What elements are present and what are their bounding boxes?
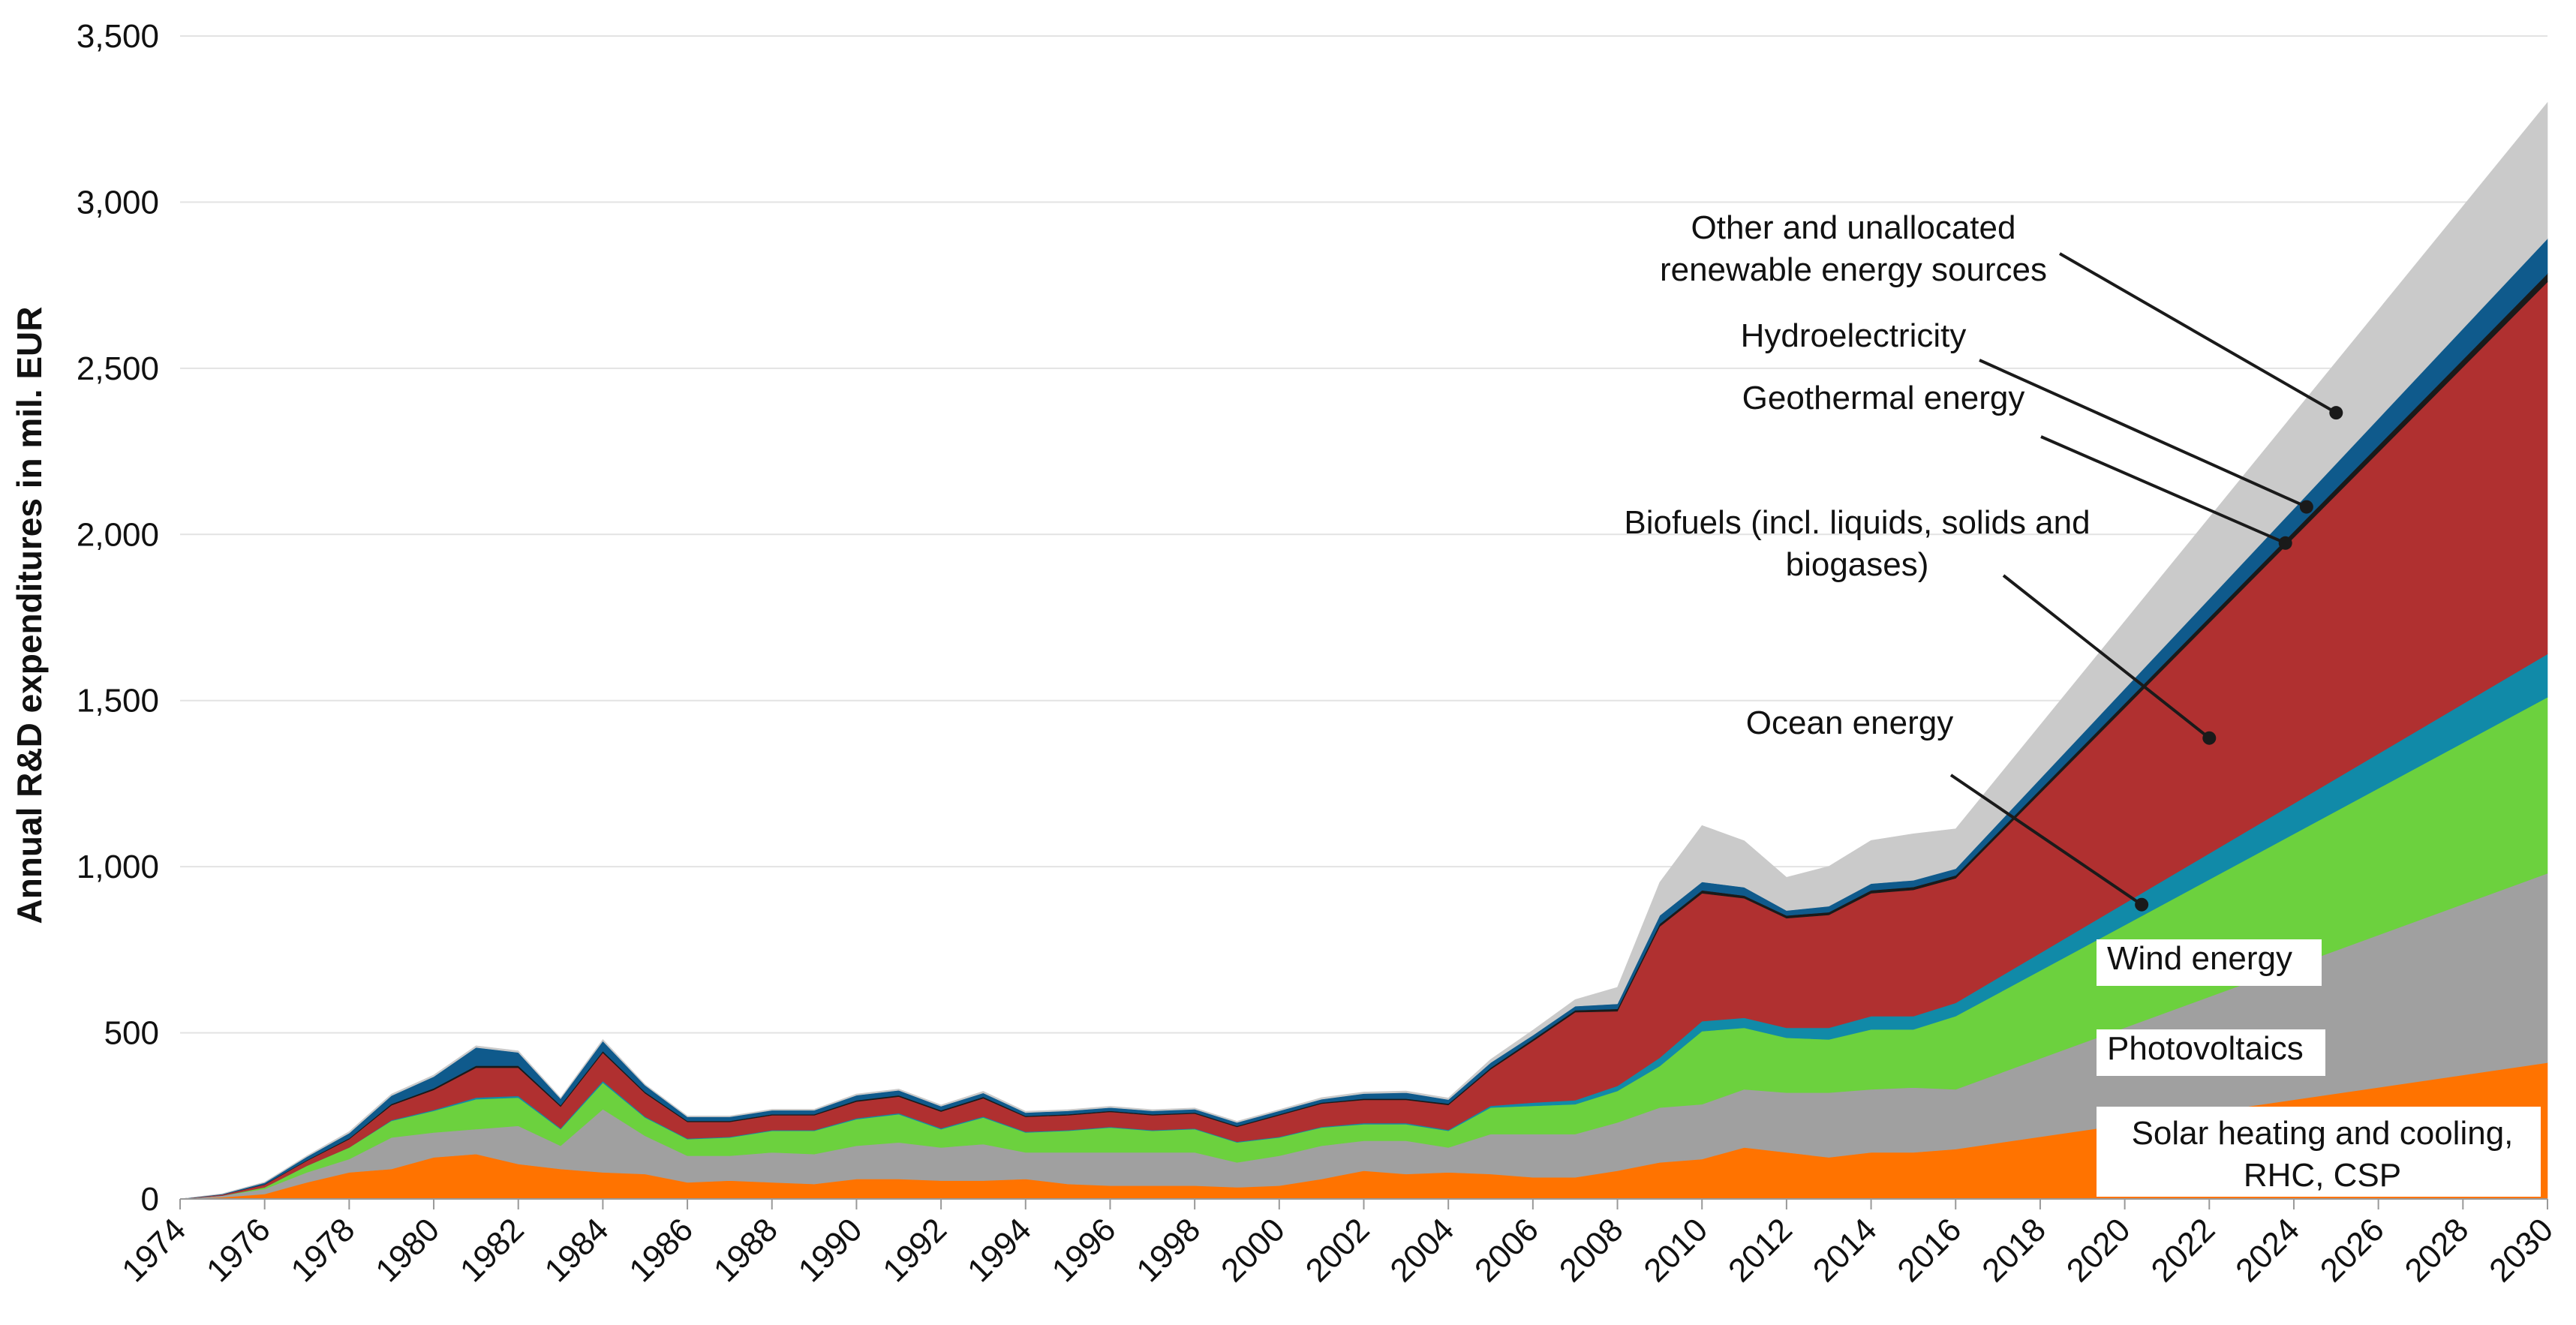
x-tick-label: 2026 xyxy=(2313,1211,2391,1289)
y-tick-label: 1,000 xyxy=(77,849,159,885)
x-tick-label: 1988 xyxy=(707,1211,785,1289)
leader-dot xyxy=(2278,536,2292,550)
x-tick-label: 1994 xyxy=(960,1211,1039,1289)
leader-line xyxy=(2040,435,2286,545)
leader-dot xyxy=(2299,500,2313,514)
x-tick-label: 2006 xyxy=(1468,1211,1546,1289)
x-tick-label: 1978 xyxy=(284,1211,362,1289)
leader-dot xyxy=(2135,897,2149,912)
leader-dot xyxy=(2202,731,2217,745)
x-tick-label: 2000 xyxy=(1214,1211,1292,1289)
x-tick-label: 1998 xyxy=(1129,1211,1207,1289)
leader-line xyxy=(1979,359,2307,509)
y-tick-label: 0 xyxy=(141,1181,159,1218)
x-tick-label: 2008 xyxy=(1553,1211,1631,1289)
annotation-geothermal-energy: Geothermal energy xyxy=(1742,380,2292,550)
area-other-and-unallocated-renewable-energy-sources xyxy=(179,101,2548,1200)
x-tick-label: 2024 xyxy=(2229,1211,2307,1289)
x-tick-label: 1992 xyxy=(876,1211,954,1289)
x-tick-label: 1986 xyxy=(622,1211,700,1289)
y-tick-label: 3,500 xyxy=(77,18,159,55)
x-tick-label: 1974 xyxy=(115,1211,193,1289)
x-tick-label: 2004 xyxy=(1383,1211,1461,1289)
annotations: Other and unallocated renewable energy so… xyxy=(1624,209,2541,1197)
y-tick-label: 500 xyxy=(104,1015,159,1052)
x-tick-label: 2028 xyxy=(2398,1211,2476,1289)
annotation-text: biogases) xyxy=(1786,546,1929,583)
annotation-other-and-unallocated-renewable-energy-sources: Other and unallocated renewable energy so… xyxy=(1660,209,2343,420)
x-tick-label: 1976 xyxy=(200,1211,278,1289)
annotation-text: Wind energy xyxy=(2107,940,2292,977)
leader-line xyxy=(2059,252,2337,414)
annotation-text: renewable energy sources xyxy=(1660,251,2047,288)
x-tick-label: 2016 xyxy=(1890,1211,1968,1289)
x-tick-label: 2018 xyxy=(1975,1211,2053,1289)
leader-line xyxy=(2002,574,2211,740)
annotation-text: Ocean energy xyxy=(1746,705,1953,741)
x-tick-label: 2022 xyxy=(2144,1211,2222,1289)
x-tick-label: 2002 xyxy=(1299,1211,1377,1289)
annotation-label-box xyxy=(2097,1029,2325,1076)
x-tick-label: 2030 xyxy=(2482,1211,2560,1289)
annotation-text: Hydroelectricity xyxy=(1741,317,1967,354)
x-tick-label: 2020 xyxy=(2060,1211,2138,1289)
x-tick-label: 2012 xyxy=(1721,1211,1799,1289)
annotation-text: Photovoltaics xyxy=(2107,1030,2304,1067)
y-tick-label: 2,000 xyxy=(77,516,159,553)
annotation-text: Geothermal energy xyxy=(1742,380,2025,416)
x-tick-label: 1980 xyxy=(368,1211,446,1289)
x-tick-label: 1984 xyxy=(538,1211,616,1289)
annotation-hydroelectricity: Hydroelectricity xyxy=(1741,317,2313,514)
annotation-text: Other and unallocated xyxy=(1691,209,2016,246)
annotation-label-box xyxy=(2097,1107,2541,1197)
annotation-photovoltaics: Photovoltaics xyxy=(2097,1029,2325,1076)
y-axis-title: Annual R&D expenditures in mil. EUR xyxy=(10,307,49,924)
annotation-biofuels-incl-liquids-solids-and-biogases: Biofuels (incl. liquids, solids and bioga… xyxy=(1624,504,2217,745)
x-tick-label: 2010 xyxy=(1637,1211,1715,1289)
leader-line xyxy=(1949,774,2143,906)
x-tick-label: 1996 xyxy=(1045,1211,1123,1289)
y-tick-label: 1,500 xyxy=(77,683,159,720)
y-tick-label: 3,000 xyxy=(77,184,159,221)
x-tick-label: 2014 xyxy=(1806,1211,1884,1289)
y-tick-label: 2,500 xyxy=(77,350,159,387)
leader-dot xyxy=(2329,406,2343,420)
annotation-ocean-energy: Ocean energy xyxy=(1746,705,2149,912)
annotation-wind-energy: Wind energy xyxy=(2097,939,2322,986)
annotation-text: Biofuels (incl. liquids, solids and xyxy=(1624,504,2090,541)
annotation-text: RHC, CSP xyxy=(2244,1157,2401,1194)
annotation-text: Solar heating and cooling, xyxy=(2132,1115,2514,1152)
area-series xyxy=(179,101,2548,1200)
gridlines xyxy=(180,35,2547,1034)
x-tick-label: 1982 xyxy=(453,1211,531,1289)
x-tick-label: 1990 xyxy=(792,1211,870,1289)
annotation-solar-heating-and-cooling-rhc-csp: Solar heating and cooling, RHC, CSP xyxy=(2097,1107,2541,1197)
annotation-label-box xyxy=(2097,939,2322,986)
